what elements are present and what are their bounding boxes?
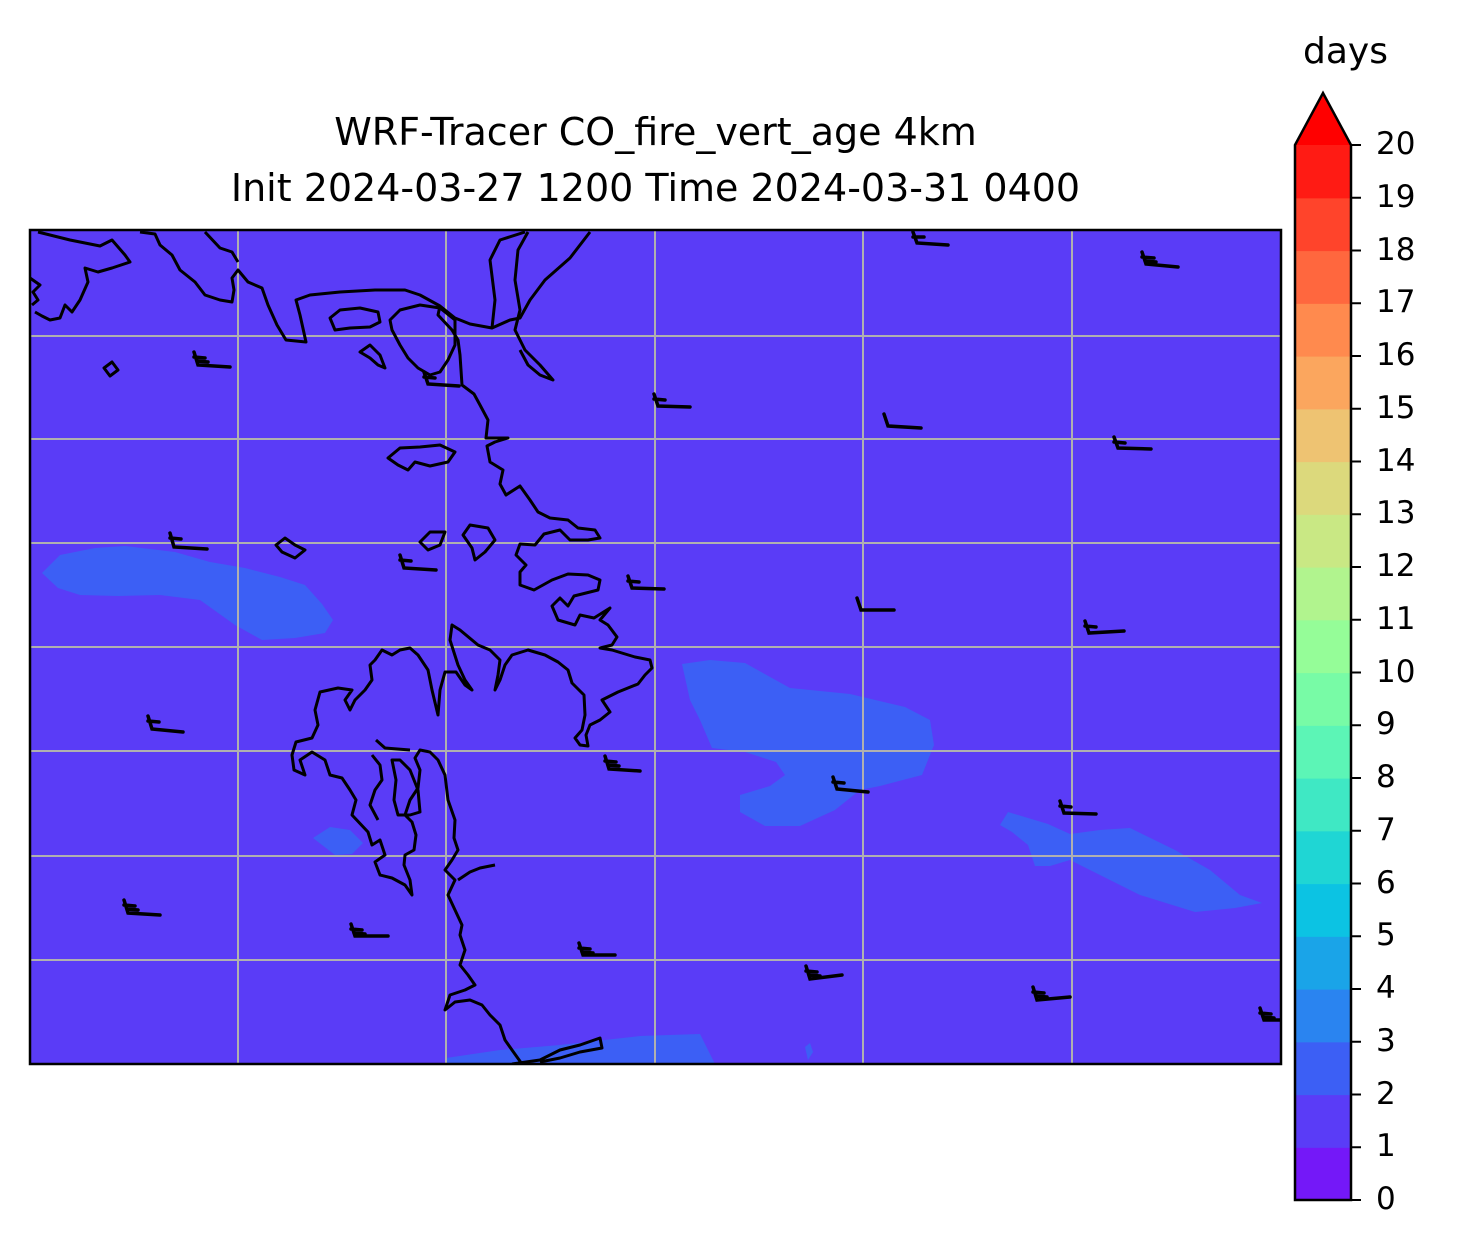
colorbar-swatch bbox=[1295, 567, 1351, 621]
colorbar-swatch bbox=[1295, 989, 1351, 1043]
colorbar-tick-label: 14 bbox=[1376, 442, 1416, 479]
colorbar-tick-label: 19 bbox=[1376, 178, 1416, 215]
colorbar-swatch bbox=[1295, 619, 1351, 674]
colorbar-tick-label: 18 bbox=[1376, 231, 1416, 268]
colorbar-swatch bbox=[1295, 725, 1351, 779]
age-patch-south bbox=[446, 1034, 715, 1064]
colorbar-tick-label: 17 bbox=[1376, 284, 1416, 321]
colorbar-tick-label: 13 bbox=[1376, 495, 1416, 532]
map-gridlines bbox=[30, 230, 1281, 1064]
colorbar-unit-label: days bbox=[1303, 31, 1388, 72]
colorbar-tick-label: 12 bbox=[1376, 548, 1416, 584]
colorbar-tick-label: 0 bbox=[1376, 1181, 1396, 1217]
age-patch-small bbox=[805, 1043, 813, 1060]
colorbar-tick-label: 5 bbox=[1376, 917, 1396, 954]
wind-barbs bbox=[122, 230, 1281, 1022]
colorbar-swatch bbox=[1295, 461, 1351, 515]
colorbar-tick-label: 15 bbox=[1376, 389, 1416, 426]
age-patch-west bbox=[42, 546, 333, 640]
colorbar-tick-label: 4 bbox=[1376, 970, 1396, 1006]
colorbar-tick-label: 1 bbox=[1376, 1128, 1396, 1165]
colorbar-tick-label: 10 bbox=[1376, 653, 1416, 690]
map-title-line1: WRF-Tracer CO_fire_vert_age 4km bbox=[334, 110, 977, 154]
map-frame bbox=[28, 228, 1283, 1066]
colorbar-swatch bbox=[1295, 1041, 1351, 1096]
colorbar-swatch bbox=[1295, 408, 1351, 463]
colorbar-tick-label: 8 bbox=[1376, 759, 1396, 795]
colorbar-swatch bbox=[1295, 514, 1351, 568]
colorbar-swatch bbox=[1295, 830, 1351, 885]
colorbar-tick-label: 16 bbox=[1376, 337, 1416, 373]
colorbar-swatch bbox=[1295, 145, 1351, 199]
colorbar-tick-label: 2 bbox=[1376, 1075, 1396, 1112]
colorbar-extend-arrow bbox=[1295, 93, 1351, 145]
map-title-line2: Init 2024-03-27 1200 Time 2024-03-31 040… bbox=[230, 166, 1081, 210]
colorbar-swatch bbox=[1295, 672, 1351, 726]
colorbar-outline bbox=[1293, 90, 1353, 1202]
age-patch-southwest bbox=[313, 827, 363, 855]
colorbar-tick-label: 3 bbox=[1376, 1022, 1396, 1059]
colorbar-tick-label: 11 bbox=[1376, 600, 1416, 637]
colorbar-swatch bbox=[1295, 356, 1351, 410]
colorbar-tick-label: 9 bbox=[1376, 706, 1396, 743]
colorbar-swatch bbox=[1295, 197, 1351, 252]
colorbar-ticks bbox=[1351, 144, 1361, 1201]
age-patch-central bbox=[682, 660, 934, 826]
age-patch-east bbox=[1000, 812, 1262, 912]
colorbar-tick-label: 20 bbox=[1376, 126, 1416, 162]
colorbar-swatches bbox=[1295, 145, 1351, 1201]
colorbar-swatch bbox=[1295, 1147, 1351, 1201]
colorbar-swatch bbox=[1295, 883, 1351, 937]
colorbar-swatch bbox=[1295, 778, 1351, 832]
colorbar-swatch bbox=[1295, 250, 1351, 304]
colorbar-tick-label: 7 bbox=[1376, 811, 1396, 848]
colorbar-swatch bbox=[1295, 303, 1351, 357]
map-coastlines bbox=[30, 230, 654, 1064]
colorbar-swatch bbox=[1295, 936, 1351, 990]
colorbar-swatch bbox=[1295, 1094, 1351, 1148]
colorbar-tick-label: 6 bbox=[1376, 864, 1396, 901]
